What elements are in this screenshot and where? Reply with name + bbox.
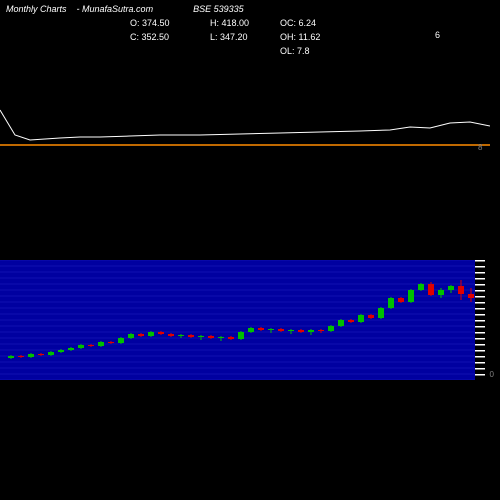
ohlc-o: O: 374.50 <box>130 16 210 30</box>
line-chart: 8 <box>0 50 490 150</box>
ohlc-c: C: 352.50 <box>130 30 210 44</box>
chart-title: Monthly Charts <box>6 4 67 14</box>
chart-site: - MunafaSutra.com <box>77 4 154 14</box>
chart-header: Monthly Charts - MunafaSutra.com BSE 539… <box>0 4 500 14</box>
ohlc-h: H: 418.00 <box>210 16 280 30</box>
counter-label: 6 <box>435 30 440 40</box>
chart-symbol: BSE 539335 <box>193 4 244 14</box>
svg-text:8: 8 <box>478 143 483 150</box>
ohlc-oc: OC: 6.24 <box>280 16 340 30</box>
bottom-right-zero: 0 <box>490 370 494 379</box>
candlestick-chart <box>0 260 490 380</box>
ohlc-l: L: 347.20 <box>210 30 280 44</box>
ohlc-oh: OH: 11.62 <box>280 30 340 44</box>
bottom-blank <box>0 380 500 500</box>
